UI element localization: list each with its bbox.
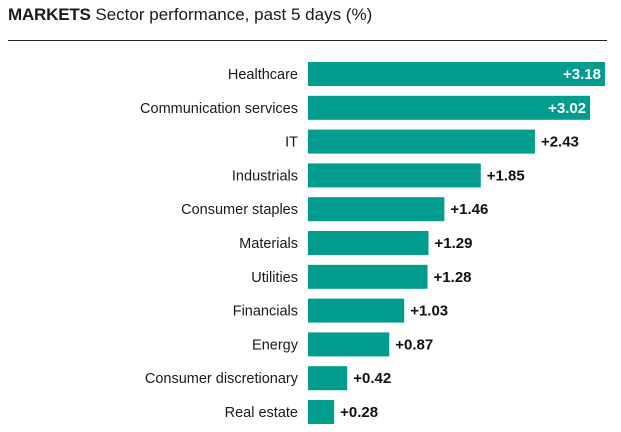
value-label: +1.85 [487, 167, 525, 184]
value-label: +0.42 [353, 370, 391, 387]
bar [308, 95, 591, 120]
value-label: +2.43 [541, 134, 579, 151]
value-label: +1.29 [434, 235, 472, 252]
bar [308, 129, 535, 154]
bar [308, 62, 605, 86]
value-label: +0.28 [340, 404, 378, 421]
category-label: Materials [239, 236, 298, 252]
category-label: Financials [233, 304, 298, 320]
value-label: +1.28 [434, 269, 472, 286]
value-label: +3.02 [548, 100, 586, 117]
category-label: Energy [252, 337, 299, 353]
category-label: Consumer discretionary [145, 371, 299, 387]
bar [308, 332, 390, 357]
bar [308, 366, 348, 391]
value-label: +1.03 [410, 303, 448, 320]
category-label: Communication services [140, 101, 298, 117]
value-label: +0.87 [395, 336, 433, 353]
category-label: Healthcare [228, 67, 298, 83]
category-label: Real estate [225, 405, 298, 421]
category-label: Utilities [251, 270, 298, 286]
bar [308, 231, 429, 255]
chart-subtitle: Sector performance, past 5 days (%) [95, 5, 373, 24]
bar [308, 298, 405, 323]
bar [308, 400, 335, 424]
value-label: +3.18 [563, 66, 601, 83]
category-label: Industrials [232, 168, 298, 184]
value-label: +1.46 [450, 201, 488, 218]
title-divider [8, 40, 607, 41]
chart-title: MARKETS Sector performance, past 5 days … [8, 5, 372, 25]
bar [308, 197, 445, 222]
category-label: IT [285, 135, 298, 151]
bar [308, 163, 481, 188]
bar [308, 264, 428, 289]
category-label: Consumer staples [181, 202, 298, 218]
chart-kicker: MARKETS [8, 5, 91, 24]
